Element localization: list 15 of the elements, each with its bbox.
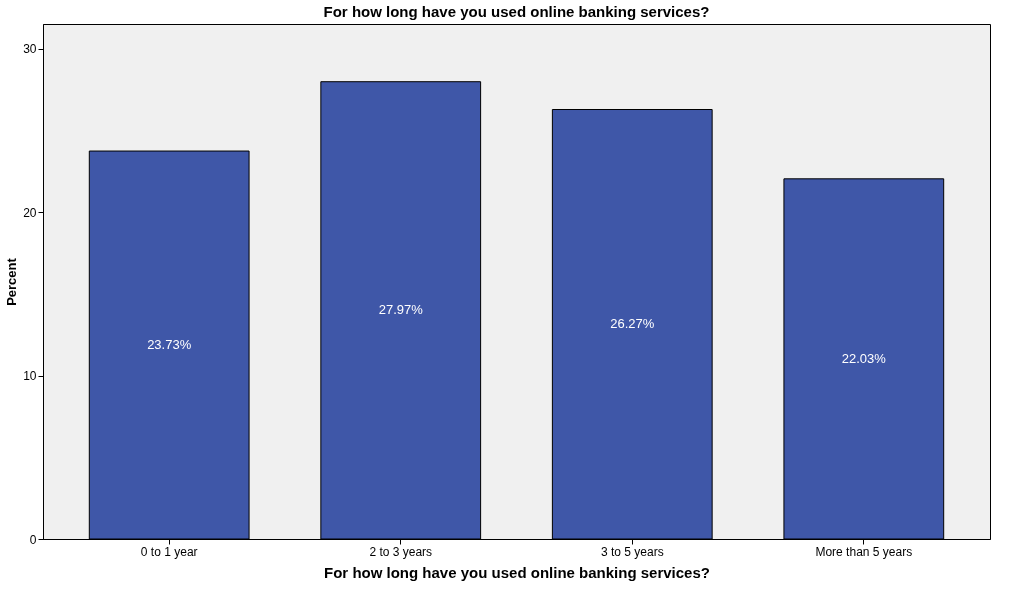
x-tick-label: 2 to 3 years bbox=[369, 544, 433, 559]
y-tick-label: 20 bbox=[23, 205, 37, 220]
data-label: 23.73% bbox=[147, 337, 192, 353]
y-axis-title: Percent bbox=[4, 257, 20, 306]
x-tick-label: 3 to 5 years bbox=[600, 544, 664, 559]
chart-title: For how long have you used online banking services? bbox=[323, 3, 710, 20]
x-tick-label: More than 5 years bbox=[815, 544, 913, 559]
data-label: 26.27% bbox=[610, 316, 655, 332]
data-label: 27.97% bbox=[378, 302, 424, 318]
y-tick-label: 10 bbox=[23, 369, 37, 384]
y-tick-label: 30 bbox=[23, 42, 37, 57]
y-tick-label: 0 bbox=[29, 532, 37, 547]
x-tick-label: 0 to 1 year bbox=[140, 544, 198, 559]
data-label: 22.03% bbox=[841, 350, 887, 366]
x-axis-title: For how long have you used online banking services? bbox=[324, 563, 710, 581]
